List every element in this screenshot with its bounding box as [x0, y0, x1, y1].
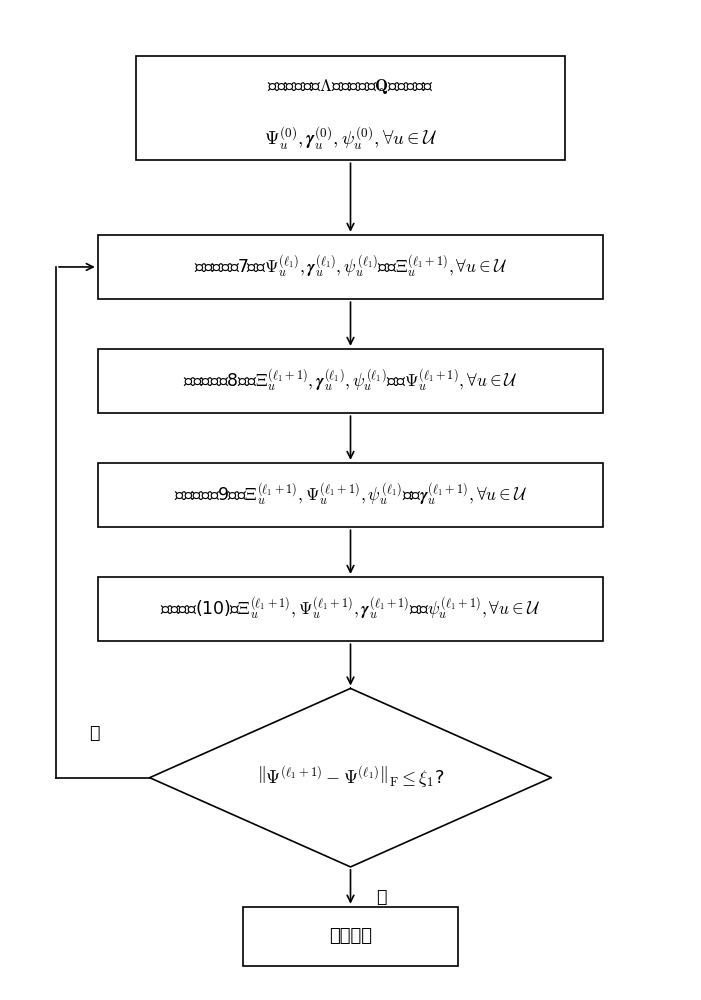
Text: 利用公式（8）和$\mathbf{\Xi}_u^{(\ell_1+1)},\boldsymbol{\gamma}_u^{(\ell_1)},\psi_u^{(\: 利用公式（8）和$\mathbf{\Xi}_u^{(\ell_1+1)},\bo…: [183, 368, 518, 394]
Text: 是: 是: [376, 888, 387, 906]
Text: 功率分配矩阵$\mathbf{\Lambda}$、权重矩阵$\mathbf{Q}$、辅助变量: 功率分配矩阵$\mathbf{\Lambda}$、权重矩阵$\mathbf{Q}…: [267, 77, 434, 96]
Text: $\mathbf{\Psi}_u^{(0)},\boldsymbol{\gamma}_u^{(0)},\psi_u^{(0)},\forall u\in\mat: $\mathbf{\Psi}_u^{(0)},\boldsymbol{\gamm…: [264, 124, 437, 152]
Text: 利用公式（7）和$\mathbf{\Psi}_u^{(\ell_1)},\boldsymbol{\gamma}_u^{(\ell_1)},\psi_u^{(\e: 利用公式（7）和$\mathbf{\Psi}_u^{(\ell_1)},\bol…: [194, 254, 507, 280]
Text: 利用公式(10)和$\mathbf{\Xi}_u^{(\ell_1+1)},\mathbf{\Psi}_u^{(\ell_1+1)},\boldsymbol{\: 利用公式(10)和$\mathbf{\Xi}_u^{(\ell_1+1)},\m…: [161, 596, 540, 622]
Text: 利用公式（9）和$\mathbf{\Xi}_u^{(\ell_1+1)},\mathbf{\Psi}_u^{(\ell_1+1)},\psi_u^{(\ell_: 利用公式（9）和$\mathbf{\Xi}_u^{(\ell_1+1)},\ma…: [174, 482, 527, 508]
Bar: [97, 577, 604, 641]
Bar: [97, 349, 604, 413]
Text: $\left\|\mathbf{\Psi}^{(\ell_1+1)}-\mathbf{\Psi}^{(\ell_1)}\right\|_{\mathrm{F}}: $\left\|\mathbf{\Psi}^{(\ell_1+1)}-\math…: [257, 765, 444, 790]
Bar: [97, 463, 604, 527]
Bar: [243, 907, 458, 966]
Text: 否: 否: [89, 724, 100, 742]
Bar: [97, 235, 604, 299]
Text: 终止迭代: 终止迭代: [329, 927, 372, 945]
Bar: [136, 56, 565, 160]
